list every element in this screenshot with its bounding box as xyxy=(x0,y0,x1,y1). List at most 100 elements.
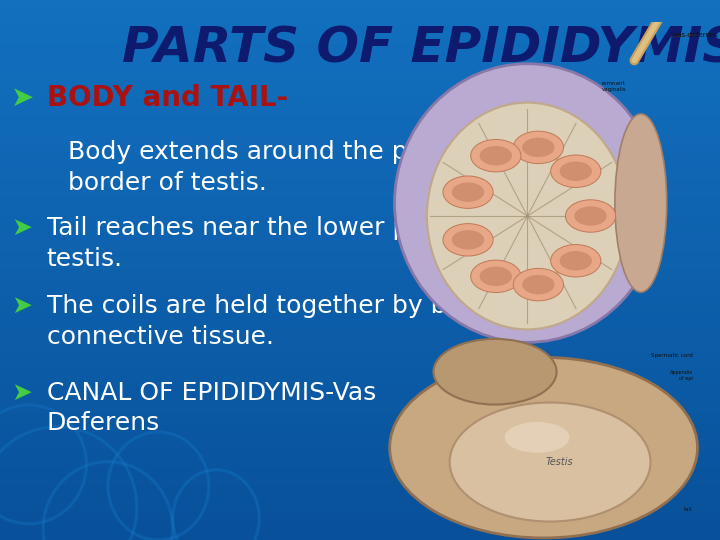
Bar xyxy=(0,504,720,513)
Ellipse shape xyxy=(551,245,601,277)
Bar xyxy=(0,387,720,396)
Text: Tail reaches near the lower pole of
testis.: Tail reaches near the lower pole of test… xyxy=(47,216,478,271)
Bar xyxy=(0,45,720,54)
Ellipse shape xyxy=(443,224,493,256)
Ellipse shape xyxy=(513,131,564,164)
Text: The coils are held together by bands of
connective tissue.: The coils are held together by bands of … xyxy=(47,294,539,349)
Bar xyxy=(0,144,720,153)
Bar xyxy=(0,0,720,9)
Text: ➤: ➤ xyxy=(11,381,32,404)
Ellipse shape xyxy=(433,339,557,404)
Ellipse shape xyxy=(427,103,628,329)
Ellipse shape xyxy=(522,275,554,294)
Text: Body extends around the posterolateral
border of testis.: Body extends around the posterolateral b… xyxy=(68,140,567,195)
Text: remnant
vaginalis: remnant vaginalis xyxy=(602,81,626,92)
Ellipse shape xyxy=(551,155,601,187)
Ellipse shape xyxy=(449,402,651,522)
Bar xyxy=(0,216,720,225)
Text: ➤: ➤ xyxy=(11,84,34,112)
Bar xyxy=(0,9,720,18)
Bar xyxy=(0,288,720,297)
Bar xyxy=(0,252,720,261)
Text: CANAL OF EPIDIDYMIS-Vas
Deferens: CANAL OF EPIDIDYMIS-Vas Deferens xyxy=(47,381,376,435)
Bar xyxy=(0,72,720,81)
Bar xyxy=(0,405,720,414)
Bar xyxy=(0,486,720,495)
Text: ➤: ➤ xyxy=(11,216,32,240)
Bar xyxy=(0,324,720,333)
Bar xyxy=(0,27,720,36)
Bar xyxy=(0,432,720,441)
Bar xyxy=(0,198,720,207)
Ellipse shape xyxy=(471,139,521,172)
Ellipse shape xyxy=(522,138,554,157)
Bar xyxy=(0,243,720,252)
Bar xyxy=(0,18,720,27)
Bar xyxy=(0,423,720,432)
Bar xyxy=(0,414,720,423)
Bar xyxy=(0,234,720,243)
Bar xyxy=(0,369,720,378)
Bar xyxy=(0,477,720,486)
Bar xyxy=(0,315,720,324)
Bar xyxy=(0,270,720,279)
Text: Appendix
of epi: Appendix of epi xyxy=(670,370,693,381)
Bar xyxy=(0,261,720,270)
Bar xyxy=(0,441,720,450)
Ellipse shape xyxy=(471,260,521,293)
Bar xyxy=(0,162,720,171)
Ellipse shape xyxy=(565,200,616,232)
Ellipse shape xyxy=(559,161,592,181)
Bar xyxy=(0,126,720,135)
Text: BODY and TAIL-: BODY and TAIL- xyxy=(47,84,288,112)
Ellipse shape xyxy=(575,206,607,226)
Bar xyxy=(0,351,720,360)
Bar xyxy=(0,459,720,468)
Bar xyxy=(0,531,720,540)
Ellipse shape xyxy=(452,230,485,249)
Bar xyxy=(0,63,720,72)
Ellipse shape xyxy=(559,251,592,271)
Bar xyxy=(0,378,720,387)
Bar xyxy=(0,495,720,504)
Bar xyxy=(0,279,720,288)
Text: ➤: ➤ xyxy=(11,294,32,318)
Ellipse shape xyxy=(513,268,564,301)
Bar xyxy=(0,108,720,117)
Bar xyxy=(0,81,720,90)
Bar xyxy=(0,513,720,522)
Bar xyxy=(0,36,720,45)
Text: PARTS OF EPIDIDYMIS: PARTS OF EPIDIDYMIS xyxy=(122,24,720,72)
Bar xyxy=(0,99,720,108)
Ellipse shape xyxy=(395,64,660,342)
Ellipse shape xyxy=(480,146,512,165)
Ellipse shape xyxy=(480,267,512,286)
Bar xyxy=(0,396,720,405)
Bar xyxy=(0,117,720,126)
Bar xyxy=(0,522,720,531)
Ellipse shape xyxy=(390,357,698,538)
Ellipse shape xyxy=(443,176,493,208)
Text: Vas deferens: Vas deferens xyxy=(673,31,718,38)
Bar xyxy=(0,297,720,306)
Bar xyxy=(0,306,720,315)
Bar xyxy=(0,450,720,459)
Bar xyxy=(0,171,720,180)
Bar xyxy=(0,135,720,144)
Bar xyxy=(0,342,720,351)
Text: tail: tail xyxy=(684,507,693,512)
Ellipse shape xyxy=(505,422,570,453)
Ellipse shape xyxy=(452,183,485,202)
Bar xyxy=(0,207,720,216)
Bar xyxy=(0,468,720,477)
Bar xyxy=(0,225,720,234)
Bar xyxy=(0,360,720,369)
Bar xyxy=(0,180,720,189)
Bar xyxy=(0,333,720,342)
Bar xyxy=(0,54,720,63)
Ellipse shape xyxy=(615,114,667,292)
Text: Testis: Testis xyxy=(546,457,574,467)
Bar xyxy=(0,90,720,99)
Bar xyxy=(0,153,720,162)
Bar xyxy=(0,189,720,198)
